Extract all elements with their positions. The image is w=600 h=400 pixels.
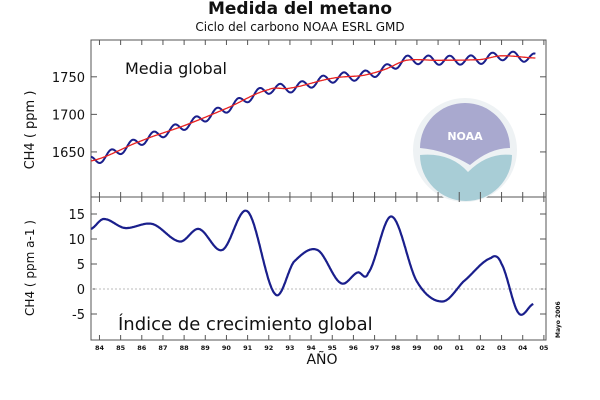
svg-text:NOAA: NOAA bbox=[447, 130, 483, 143]
growth-rate-line bbox=[90, 209, 534, 316]
x-tick-label: 04 bbox=[518, 344, 528, 352]
x-tick-label: 02 bbox=[476, 344, 485, 352]
bottom-y-tick: 10 bbox=[68, 233, 85, 248]
x-tick-label: 96 bbox=[349, 344, 359, 352]
x-tick-label: 88 bbox=[180, 344, 190, 352]
trend-line bbox=[91, 55, 536, 162]
date-note: Mayo 2006 bbox=[555, 301, 562, 338]
top-y-label: CH4 ( ppm ) bbox=[23, 91, 38, 170]
top-annotation: Media global bbox=[125, 59, 227, 78]
bottom-annotation: Índice de crecimiento global bbox=[118, 313, 373, 335]
bottom-y-tick: 15 bbox=[68, 208, 85, 223]
top-y-tick: 1750 bbox=[52, 71, 85, 86]
chart-subtitle: Ciclo del carbono NOAA ESRL GMD bbox=[195, 20, 404, 34]
x-tick-label: 01 bbox=[455, 344, 465, 352]
x-tick-label: 05 bbox=[539, 344, 549, 352]
chart-title: Medida del metano bbox=[208, 0, 392, 19]
x-tick-label: 89 bbox=[201, 344, 211, 352]
x-tick-label: 94 bbox=[307, 344, 317, 352]
x-tick-label: 95 bbox=[328, 344, 338, 352]
x-tick-label: 91 bbox=[243, 344, 253, 352]
bottom-y-tick: 0 bbox=[77, 283, 85, 298]
x-tick-label: 90 bbox=[222, 344, 232, 352]
top-y-tick: 1650 bbox=[52, 146, 85, 161]
x-tick-label: 86 bbox=[137, 344, 147, 352]
bottom-panel-frame bbox=[90, 196, 547, 341]
x-axis-label: AÑO bbox=[306, 351, 337, 368]
x-tick-label: 03 bbox=[497, 344, 506, 352]
x-tick-label: 85 bbox=[116, 344, 126, 352]
x-tick-label: 87 bbox=[158, 344, 167, 352]
x-tick-label: 97 bbox=[370, 344, 379, 352]
bottom-y-tick: 5 bbox=[77, 258, 85, 273]
bottom-y-tick: -5 bbox=[72, 308, 85, 323]
noaa-logo: NOAA bbox=[413, 98, 517, 202]
x-tick-label: 99 bbox=[412, 344, 422, 352]
x-tick-label: 98 bbox=[391, 344, 401, 352]
top-y-tick: 1700 bbox=[52, 108, 85, 123]
bottom-y-label: CH4 ( ppm a-1 ) bbox=[23, 220, 37, 316]
monthly-mean-line bbox=[90, 50, 536, 164]
x-tick-label: 93 bbox=[285, 344, 294, 352]
x-tick-label: 84 bbox=[95, 344, 105, 352]
x-tick-label: 00 bbox=[434, 344, 444, 352]
x-tick-label: 92 bbox=[264, 344, 273, 352]
